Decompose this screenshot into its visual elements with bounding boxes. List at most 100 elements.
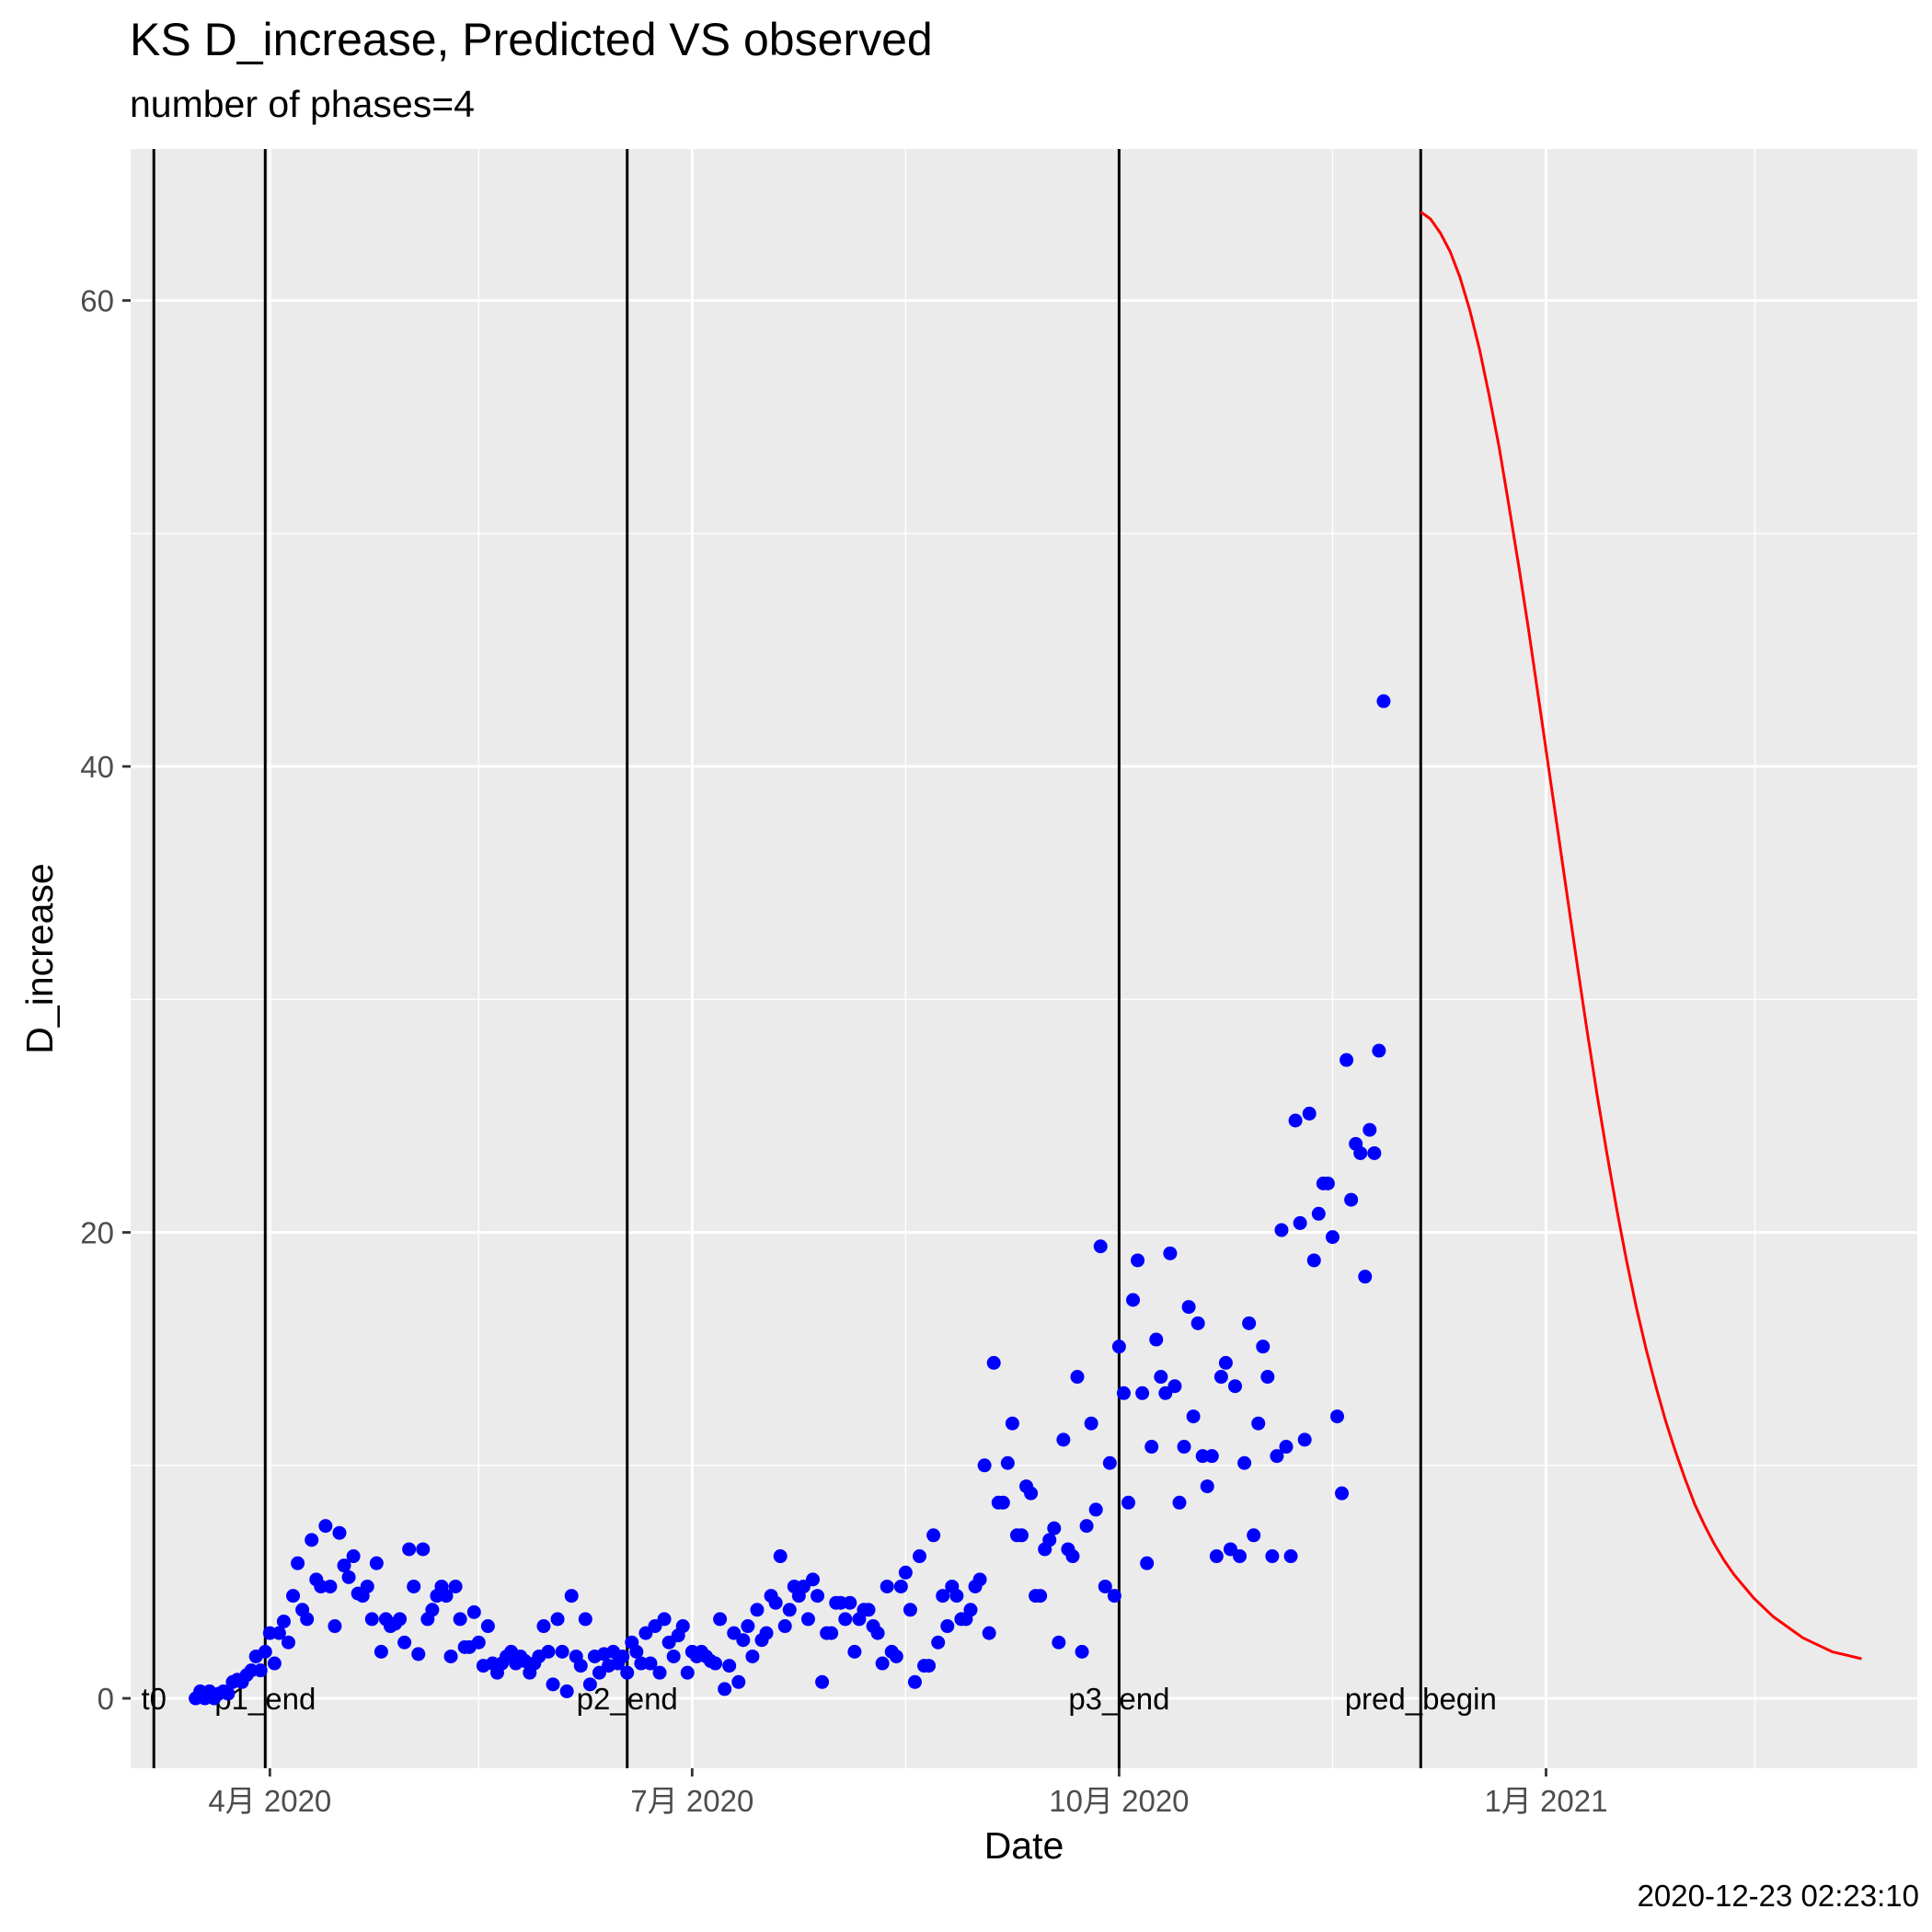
observed-point	[1144, 1440, 1159, 1455]
observed-point	[995, 1495, 1010, 1510]
observed-point	[1274, 1223, 1289, 1237]
observed-point	[1306, 1253, 1321, 1268]
observed-point	[286, 1589, 301, 1604]
observed-point	[629, 1644, 644, 1659]
observed-point	[364, 1612, 379, 1627]
observed-point	[448, 1579, 463, 1593]
observed-point	[1190, 1316, 1205, 1330]
observed-point	[573, 1659, 588, 1673]
observed-points	[189, 694, 1391, 1706]
observed-point	[221, 1686, 236, 1701]
observed-point	[1135, 1386, 1150, 1400]
observed-point	[1052, 1635, 1066, 1650]
observed-point	[439, 1589, 454, 1604]
observed-point	[1311, 1206, 1326, 1221]
observed-point	[1102, 1455, 1117, 1470]
observed-point	[1247, 1528, 1261, 1543]
observed-point	[982, 1626, 996, 1640]
observed-point	[718, 1682, 732, 1696]
observed-point	[936, 1589, 950, 1604]
observed-point	[1376, 694, 1391, 708]
observed-point	[1024, 1486, 1039, 1501]
observed-point	[1065, 1549, 1080, 1564]
observed-point	[811, 1589, 825, 1604]
observed-point	[1107, 1589, 1121, 1604]
observed-point	[666, 1649, 681, 1663]
observed-point	[805, 1572, 820, 1587]
observed-point	[555, 1644, 569, 1659]
observed-point	[1213, 1370, 1228, 1385]
phase-marker-lines	[152, 149, 1422, 1768]
observed-point	[337, 1558, 351, 1573]
observed-point	[1325, 1230, 1340, 1245]
x-tick-label: 4月 2020	[208, 1784, 331, 1818]
observed-point	[1149, 1332, 1164, 1347]
observed-point	[643, 1656, 658, 1671]
observed-point	[536, 1619, 551, 1634]
observed-point	[675, 1619, 690, 1634]
observed-point	[870, 1626, 885, 1640]
plot-panel-background	[131, 149, 1917, 1768]
observed-point	[369, 1556, 384, 1570]
observed-point	[1172, 1495, 1187, 1510]
observed-point	[1242, 1316, 1257, 1330]
phase-label: pred_begin	[1345, 1682, 1497, 1716]
observed-point	[1320, 1176, 1335, 1190]
observed-point	[741, 1619, 755, 1634]
observed-point	[360, 1579, 374, 1593]
observed-point	[300, 1612, 315, 1627]
observed-point	[875, 1656, 890, 1671]
observed-point	[425, 1603, 440, 1617]
y-tick-label: 60	[80, 284, 114, 318]
observed-point	[1302, 1106, 1317, 1121]
observed-point	[1111, 1340, 1126, 1354]
observed-point	[1070, 1370, 1085, 1385]
observed-point	[318, 1519, 333, 1534]
observed-point	[1297, 1432, 1312, 1447]
observed-point	[1200, 1479, 1214, 1494]
observed-point	[1233, 1549, 1248, 1564]
observed-point	[346, 1549, 361, 1564]
observed-point	[402, 1542, 417, 1557]
observed-point	[453, 1612, 467, 1627]
observed-point	[1131, 1253, 1145, 1268]
observed-point	[1033, 1589, 1048, 1604]
observed-point	[1372, 1043, 1386, 1058]
observed-point	[1093, 1239, 1108, 1254]
observed-point	[1270, 1449, 1284, 1464]
observed-point	[1367, 1145, 1382, 1160]
observed-point	[541, 1644, 556, 1659]
observed-point	[341, 1570, 356, 1584]
y-axis-title: D_increase	[18, 863, 61, 1053]
observed-point	[773, 1549, 788, 1564]
observed-point	[893, 1579, 908, 1593]
observed-point	[736, 1633, 751, 1648]
observed-point	[759, 1626, 774, 1640]
observed-point	[1293, 1215, 1307, 1230]
observed-point	[963, 1603, 978, 1617]
observed-point	[1177, 1440, 1191, 1455]
observed-point	[680, 1665, 695, 1680]
observed-point	[913, 1549, 927, 1564]
observed-point	[1329, 1409, 1344, 1424]
observed-point	[393, 1612, 408, 1627]
observed-point	[564, 1589, 579, 1604]
y-tick-label: 40	[80, 750, 114, 784]
observed-point	[1260, 1370, 1275, 1385]
observed-point	[768, 1595, 783, 1610]
observed-point	[1353, 1145, 1368, 1160]
observed-point	[1005, 1416, 1019, 1431]
observed-point	[620, 1665, 635, 1680]
observed-point	[291, 1556, 305, 1570]
observed-point	[657, 1612, 672, 1627]
observed-point	[903, 1603, 917, 1617]
x-tick-label: 1月 2021	[1484, 1784, 1607, 1818]
observed-point	[1116, 1386, 1131, 1400]
observed-point	[889, 1649, 903, 1663]
observed-point	[731, 1674, 746, 1689]
observed-point	[1186, 1409, 1201, 1424]
observed-point	[416, 1542, 431, 1557]
observed-point	[1056, 1432, 1071, 1447]
chart-title: KS D_increase, Predicted VS observed	[130, 14, 933, 65]
